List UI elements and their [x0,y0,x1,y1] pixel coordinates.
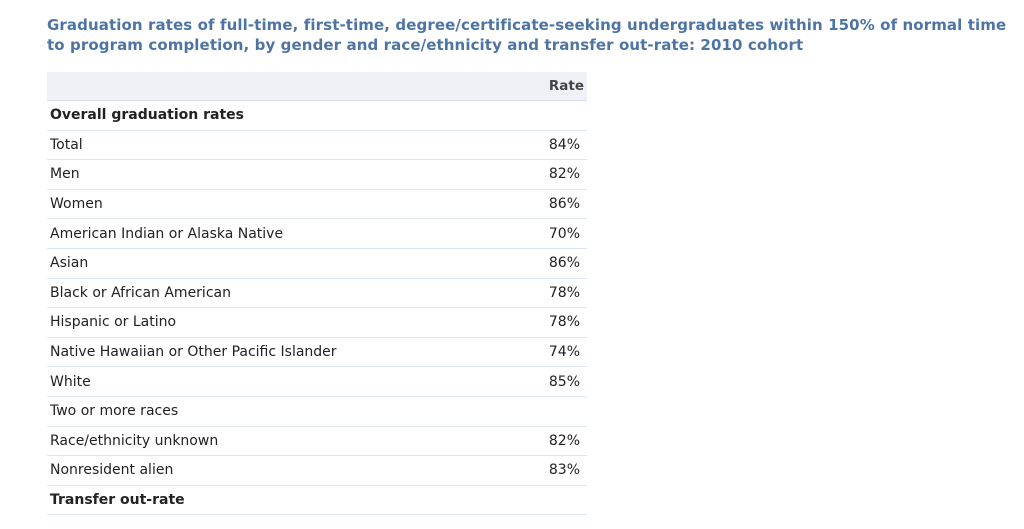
rate-value [524,485,587,516]
rate-value: 82% [524,426,587,457]
table-row: Black or African American 78% [47,278,587,309]
label-column-header [47,72,525,101]
table-row: Men 82% [47,159,587,190]
table-row: Two or more races [47,396,587,427]
rate-value [524,100,587,131]
table-body: Overall graduation rates Total 84% Men 82% Wo… [47,100,587,516]
row-label: Asian [47,248,525,279]
row-label: Two or more races [47,396,525,427]
table-row: American Indian or Alaska Native 70% [47,218,587,249]
section-label: Transfer out-rate [47,485,525,516]
rate-value: 78% [524,307,587,338]
row-label: Black or African American [47,278,525,309]
rate-value: 82% [524,159,587,190]
row-label: American Indian or Alaska Native [47,218,525,249]
table-row: Total 84% [47,130,587,161]
table-row: Women 86% [47,189,587,220]
row-label: White [47,366,525,397]
rate-value: 70% [524,218,587,249]
rate-value: 83% [524,455,587,486]
row-label: Nonresident alien [47,455,525,486]
rate-value: 86% [524,189,587,220]
graduation-rates-table: Rate Overall graduation rates Total 84% Men… [47,72,587,516]
rate-value: 74% [524,337,587,368]
table-row: Asian 86% [47,248,587,279]
rate-value: 86% [524,248,587,279]
rate-column-header: Rate [524,72,587,101]
row-label: Men [47,159,525,190]
section-header-row: Overall graduation rates [47,100,587,131]
table-row: Hispanic or Latino 78% [47,307,587,338]
section-header-row: Transfer out-rate [47,485,587,516]
row-label: Women [47,189,525,220]
table-row: Nonresident alien 83% [47,455,587,486]
table-row: Race/ethnicity unknown 82% [47,426,587,457]
table-header-row: Rate [47,72,587,101]
row-label: Race/ethnicity unknown [47,426,525,457]
rate-value: 78% [524,278,587,309]
table-row: White 85% [47,366,587,397]
rate-value: 84% [524,130,587,161]
row-label: Hispanic or Latino [47,307,525,338]
row-label: Native Hawaiian or Other Pacific Islande… [47,337,525,368]
rate-value: 85% [524,366,587,397]
row-label: Total [47,130,525,161]
rate-value [524,396,587,427]
section-label: Overall graduation rates [47,100,525,131]
table-title: Graduation rates of full-time, first-tim… [47,16,1007,54]
table-row: Native Hawaiian or Other Pacific Islande… [47,337,587,368]
